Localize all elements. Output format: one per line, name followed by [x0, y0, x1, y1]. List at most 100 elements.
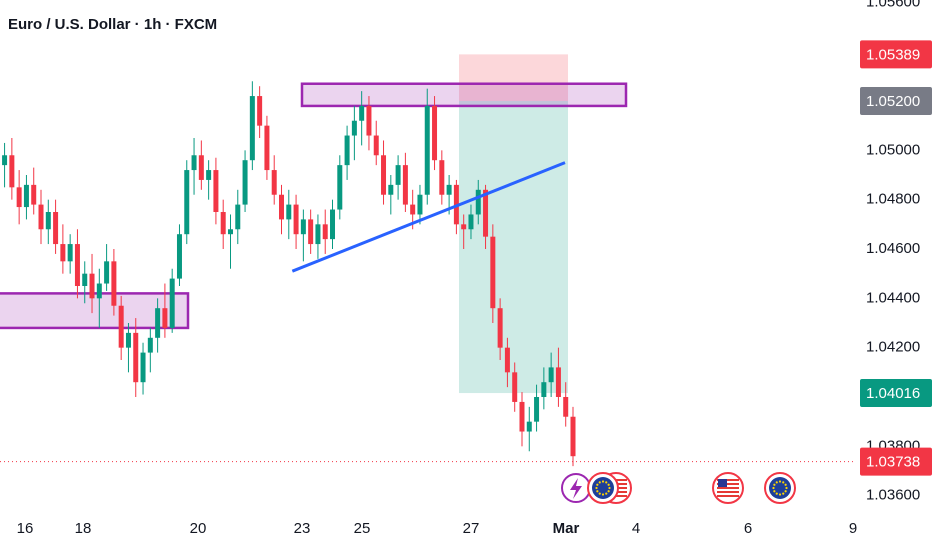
candle-body	[111, 261, 117, 306]
x-tick-label: 27	[463, 520, 480, 537]
candle-body	[497, 308, 503, 348]
candle-body	[191, 155, 197, 171]
eu-flag-star	[782, 481, 785, 484]
eu-flag-star	[596, 490, 599, 493]
x-tick-label: 23	[294, 520, 311, 537]
x-tick-label: 6	[744, 520, 752, 537]
candle-body	[2, 155, 8, 166]
eu-flag-star	[784, 490, 787, 493]
candle-body	[322, 224, 328, 240]
eu-flag-star	[775, 481, 778, 484]
candle-body	[293, 204, 299, 235]
price-tag	[860, 87, 932, 115]
eu-flag-star	[608, 486, 611, 490]
candle-body	[555, 367, 561, 397]
eu-flag-star	[595, 486, 598, 490]
price-tag	[860, 379, 932, 408]
candle-body	[271, 170, 277, 195]
y-tick-label: 1.04200	[866, 339, 920, 356]
candle-body	[337, 165, 343, 210]
candle-body	[9, 155, 15, 188]
y-tick-label: 1.05000	[866, 141, 920, 158]
x-tick-label: 9	[849, 520, 857, 537]
candle-body	[155, 308, 161, 338]
take-profit-area	[459, 101, 568, 394]
us-flag-stripe	[717, 483, 739, 485]
eu-flag-star	[605, 492, 608, 495]
candle-body	[169, 278, 175, 328]
eu-flag-star	[601, 493, 605, 496]
eu-flag-star	[785, 486, 788, 490]
candle-body	[198, 155, 204, 180]
candle-body	[373, 135, 379, 156]
candle-body	[176, 234, 182, 279]
eu-flag-star	[598, 481, 601, 484]
candle-body	[519, 401, 525, 432]
price-tag-label: 1.03738	[866, 454, 920, 471]
candle-body	[264, 125, 270, 171]
candle-body	[315, 224, 321, 245]
candle-body	[388, 184, 394, 195]
y-tick-label: 1.04600	[866, 240, 920, 257]
eu-flag-star	[607, 490, 610, 493]
x-tick-label: 4	[632, 520, 640, 537]
eu-flag-star	[772, 486, 775, 490]
y-tick-label: 1.05600	[866, 0, 920, 10]
price-tag	[860, 447, 932, 476]
trendline	[291, 161, 566, 273]
candle-body	[461, 224, 467, 230]
us-flag-stripe	[717, 479, 739, 481]
us-flag-stripe	[717, 495, 739, 497]
candle-body	[366, 105, 372, 136]
us-flag-canton	[718, 479, 727, 487]
us-flag-stripe	[717, 491, 739, 493]
eu-flag-star	[775, 492, 778, 495]
candle-body	[147, 337, 153, 353]
candle-body	[38, 204, 44, 230]
price-tag-label: 1.04016	[866, 385, 920, 402]
lightning-icon	[570, 478, 582, 499]
candle-body	[257, 96, 263, 126]
candle-body	[45, 212, 51, 230]
x-tick-label: 25	[354, 520, 371, 537]
candle-body	[475, 189, 481, 215]
price-tag-label: 1.05389	[866, 46, 920, 63]
us-flag-stripe	[717, 487, 739, 489]
candle-body	[446, 184, 452, 195]
candle-body	[96, 283, 102, 299]
candle-body	[395, 165, 401, 185]
x-tick-label: Mar	[553, 520, 580, 537]
candle-body	[67, 244, 73, 262]
candle-body	[235, 204, 241, 230]
y-tick-label: 1.04400	[866, 289, 920, 306]
y-tick-label: 1.03600	[866, 487, 920, 504]
eu-flag-star	[773, 483, 776, 486]
eu-flag-star	[778, 493, 782, 496]
candle-body	[162, 308, 168, 328]
candle-body	[242, 160, 248, 205]
candle-body	[381, 155, 387, 195]
candle-body	[570, 416, 576, 457]
candle-body	[23, 184, 29, 208]
candle-body	[439, 160, 445, 195]
candle-body	[512, 372, 518, 402]
eu-flag-star	[598, 492, 601, 495]
y-tick-label: 1.04800	[866, 191, 920, 208]
candle-body	[432, 105, 438, 161]
chart-title: Euro / U.S. Dollar · 1h · FXCM	[8, 16, 218, 33]
candle-body	[213, 170, 219, 212]
candle-body	[483, 189, 489, 237]
price-tag-label: 1.05200	[866, 93, 920, 110]
x-tick-label: 18	[75, 520, 92, 537]
candle-body	[82, 273, 88, 286]
candle-body	[490, 236, 496, 309]
candle-body	[330, 209, 336, 240]
resistance-zone	[300, 82, 628, 108]
candle-body	[548, 367, 554, 383]
candle-body	[227, 229, 233, 235]
candle-body	[31, 184, 37, 205]
candle-body	[351, 120, 357, 136]
x-tick-label: 20	[190, 520, 207, 537]
